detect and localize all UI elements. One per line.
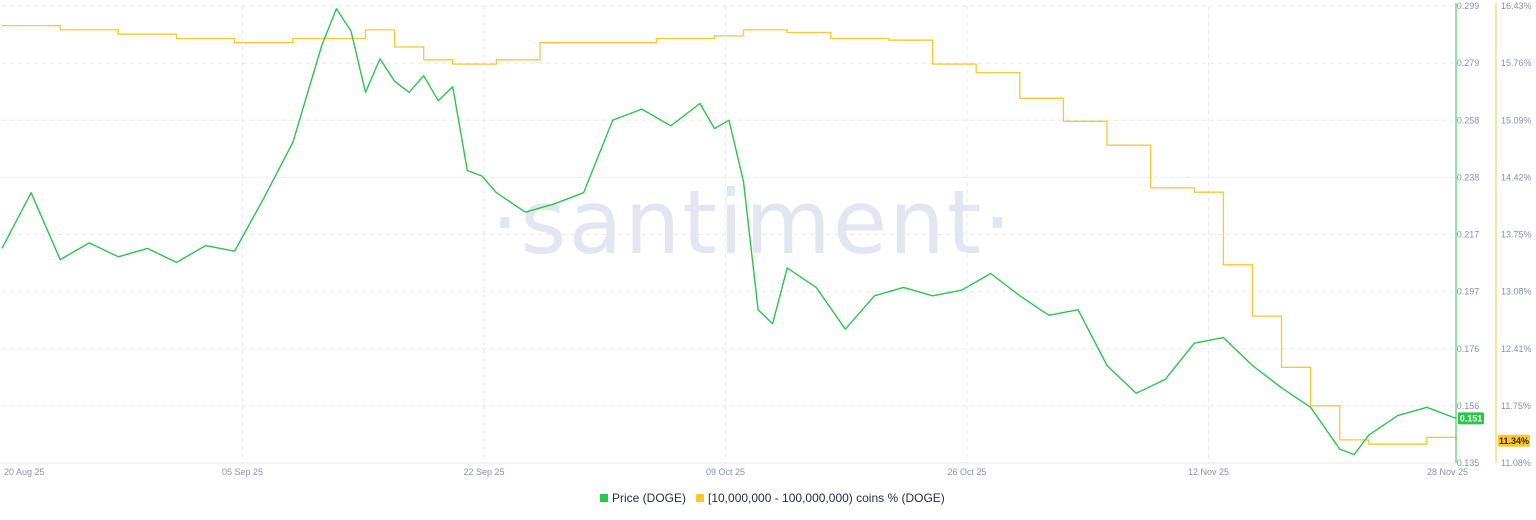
y-left-tick-label: 0.258 xyxy=(1457,115,1480,125)
x-tick-label: 12 Nov 25 xyxy=(1188,467,1229,477)
holders-series-line xyxy=(2,24,1457,445)
y-left-tick-label: 0.197 xyxy=(1457,287,1480,297)
y-left-tick-label: 0.238 xyxy=(1457,172,1480,182)
x-tick-label: 09 Oct 25 xyxy=(706,467,745,477)
legend-item-price[interactable]: Price (DOGE) xyxy=(600,491,686,505)
y-right-tick-label: 11.75% xyxy=(1501,401,1531,411)
price-current-label: 0.151 xyxy=(1460,413,1483,423)
legend-label-price: Price (DOGE) xyxy=(612,491,686,505)
x-tick-label: 28 Nov 25 xyxy=(1427,467,1468,477)
y-right-tick-label: 15.76% xyxy=(1501,58,1532,68)
price-current-badge xyxy=(1458,412,1484,425)
price-series-line xyxy=(1,8,1457,456)
y-right-tick-label: 13.08% xyxy=(1501,287,1532,297)
y-right-tick-label: 14.42% xyxy=(1501,172,1532,182)
x-tick-label: 05 Sep 25 xyxy=(222,467,263,477)
legend-item-holders[interactable]: [10,000,000 - 100,000,000) coins % (DOGE… xyxy=(696,491,945,505)
legend-swatch-holders xyxy=(696,494,704,502)
y-right-tick-label: 13.75% xyxy=(1501,230,1532,240)
y-left-tick-label: 0.299 xyxy=(1457,1,1480,11)
grid xyxy=(2,5,1456,463)
axes: 0.299 0.279 0.258 0.238 0.217 0.197 0.176 0.156… xyxy=(0,1,1532,477)
y-right-tick-label: 15.09% xyxy=(1501,115,1532,125)
value-badges: 0.151 11.34% xyxy=(1458,412,1530,447)
legend: Price (DOGE) [10,000,000 - 100,000,000) … xyxy=(600,491,945,505)
y-right-tick-label: 16.43% xyxy=(1501,1,1532,11)
legend-label-holders: [10,000,000 - 100,000,000) coins % (DOGE… xyxy=(708,491,945,505)
legend-swatch-price xyxy=(600,494,608,502)
holders-current-badge xyxy=(1498,434,1530,447)
y-left-tick-label: 0.279 xyxy=(1457,58,1480,68)
y-left-tick-label: 0.156 xyxy=(1457,401,1480,411)
holders-current-label: 11.34% xyxy=(1499,436,1529,446)
santiment-watermark: ·santiment· xyxy=(491,171,1014,274)
x-tick-label: 22 Sep 25 xyxy=(463,467,504,477)
series-layer xyxy=(1,8,1457,456)
y-left-tick-label: 0.135 xyxy=(1457,458,1480,468)
x-tick-label: 26 Oct 25 xyxy=(947,467,986,477)
x-tick-label: 20 Aug 25 xyxy=(4,467,45,477)
y-left-tick-label: 0.217 xyxy=(1457,230,1480,240)
y-right-tick-label: 12.41% xyxy=(1501,344,1532,354)
y-left-tick-label: 0.176 xyxy=(1457,344,1480,354)
y-right-tick-label: 11.08% xyxy=(1501,458,1531,468)
